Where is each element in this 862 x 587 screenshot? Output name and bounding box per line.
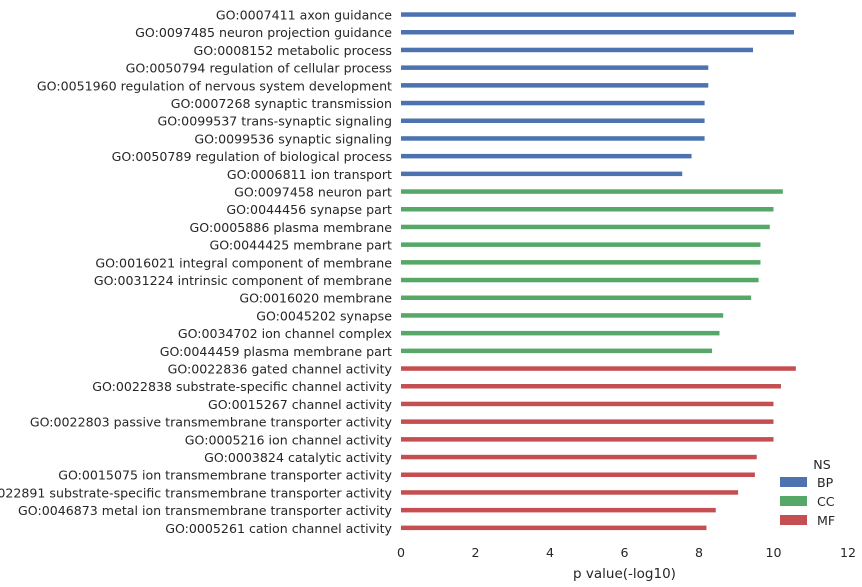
bar-cc [401, 330, 720, 336]
bar-mf [401, 490, 739, 495]
category-label: GO:0044456 synapse part [226, 202, 392, 217]
bar-cc [401, 224, 770, 230]
category-labels: GO:0007411 axon guidance GO:0097485 neuro… [0, 8, 393, 536]
category-label: GO:0007411 axon guidance [216, 8, 392, 23]
category-label: GO:0034702 ion channel complex [178, 326, 393, 341]
category-label: GO:0005886 plasma membrane [190, 220, 393, 235]
bar-bp [401, 12, 796, 17]
legend-label-mf: MF [817, 513, 835, 528]
bar-cc [401, 260, 761, 265]
category-label: GO:0045202 synapse [256, 308, 392, 323]
bar-cc [401, 207, 774, 212]
x-tick-label: 0 [397, 545, 405, 560]
bar-cc [401, 277, 759, 283]
bar-mf [401, 366, 796, 371]
category-label: GO:0003824 catalytic activity [204, 450, 392, 465]
legend-swatch-mf [780, 515, 807, 525]
legend-label-cc: CC [817, 494, 835, 509]
category-label: GO:0099537 trans-synaptic signaling [157, 114, 392, 129]
bar-cc [401, 348, 713, 354]
bar-bp [401, 83, 709, 88]
x-tick-label: 12 [840, 545, 856, 560]
category-label: GO:0006811 ion transport [227, 167, 392, 182]
bar-bp [401, 118, 705, 123]
bar-mf [401, 472, 755, 477]
category-label: GO:0097458 neuron part [234, 185, 392, 200]
category-label: GO:0016020 membrane [239, 291, 392, 306]
bar-bp [401, 100, 705, 106]
bar-cc [401, 295, 752, 300]
category-label: GO:0022836 gated channel activity [168, 362, 393, 377]
bar-bp [401, 171, 683, 177]
category-label: GO:0022803 passive transmembrane transpo… [30, 415, 393, 430]
x-tick-label: 10 [765, 545, 781, 560]
legend-label-bp: BP [817, 475, 834, 490]
category-label: GO:0007268 synaptic transmission [171, 96, 392, 111]
category-label: GO:0015267 channel activity [208, 397, 393, 412]
category-label: GO:0016021 integral component of membran… [95, 255, 392, 270]
category-label: GO:0046873 metal ion transmembrane trans… [18, 503, 393, 518]
category-label: GO:0050789 regulation of biological proc… [112, 149, 392, 164]
bar-bp [401, 47, 754, 53]
category-label: GO:0044425 membrane part [209, 238, 392, 253]
bar-mf [401, 437, 774, 442]
x-axis: p value(-log10) 0 2 4 6 8 10 12 [397, 545, 856, 582]
category-label: GO:0005216 ion channel activity [185, 432, 393, 447]
category-label: GO:0022891 substrate-specific transmembr… [0, 485, 393, 500]
bar-mf [401, 401, 774, 407]
bar-bp [401, 153, 692, 159]
category-label: GO:0097485 neuron projection guidance [135, 25, 392, 40]
bar-bp [401, 65, 709, 70]
legend-swatch-bp [780, 477, 807, 487]
category-label: GO:0050794 regulation of cellular proces… [126, 61, 392, 76]
category-label: GO:0015075 ion transmembrane transporter… [58, 468, 392, 483]
bar-cc [401, 313, 724, 318]
category-label: GO:0005261 cation channel activity [165, 521, 392, 536]
x-tick-label: 8 [695, 545, 703, 560]
bar-mf [401, 507, 716, 513]
category-label: GO:0044459 plasma membrane part [160, 344, 392, 359]
bar-mf [401, 525, 707, 531]
bar-bp [401, 136, 705, 141]
category-label: GO:0099536 synaptic signaling [194, 131, 392, 146]
bar-mf [401, 419, 774, 424]
bar-mf [401, 454, 757, 460]
legend-swatch-cc [780, 496, 807, 506]
category-label: GO:0031224 intrinsic component of membra… [94, 273, 392, 288]
x-tick-label: 4 [546, 545, 554, 560]
bar-bp [401, 30, 794, 35]
bar-cc [401, 242, 761, 247]
category-label: GO:0022838 substrate-specific channel ac… [92, 379, 392, 394]
bars-layer [401, 12, 796, 531]
bar-mf [401, 384, 781, 389]
legend: NS BP CC MF [780, 457, 835, 528]
x-tick-label: 2 [471, 545, 479, 560]
x-tick-label: 6 [620, 545, 628, 560]
x-axis-title: p value(-log10) [573, 566, 676, 582]
category-label: GO:0051960 regulation of nervous system … [37, 78, 392, 93]
category-label: GO:0008152 metabolic process [194, 43, 392, 58]
legend-title: NS [813, 457, 830, 472]
bar-cc [401, 189, 783, 194]
